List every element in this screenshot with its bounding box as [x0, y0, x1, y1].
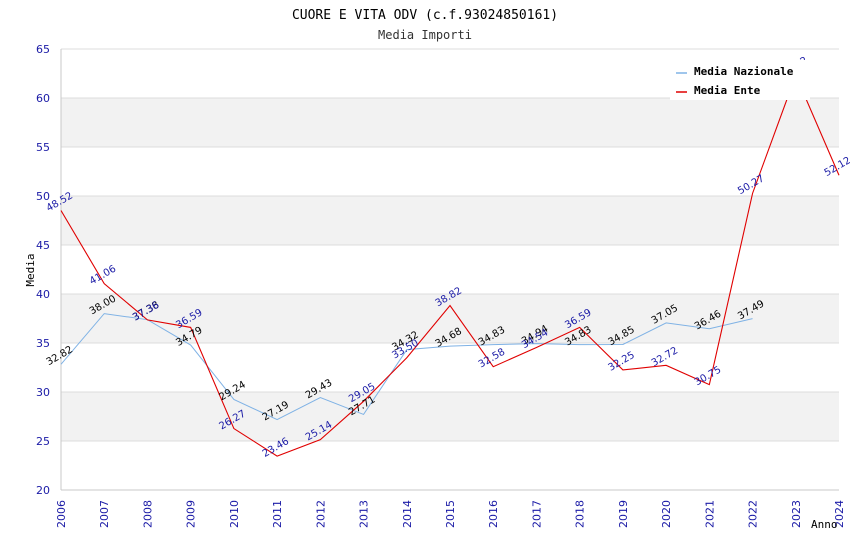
chart-title: CUORE E VITA ODV (c.f.93024850161) — [292, 8, 558, 23]
chart-subtitle: Media Importi — [378, 28, 472, 42]
legend-label-ente: Media Ente — [694, 84, 761, 97]
x-tick-label: 2006 — [55, 500, 68, 528]
y-tick-label: 30 — [36, 386, 50, 399]
x-tick-label: 2015 — [444, 500, 457, 528]
x-tick-label: 2013 — [358, 500, 371, 528]
x-tick-label: 2008 — [141, 500, 154, 528]
x-tick-label: 2023 — [790, 500, 803, 528]
y-tick-label: 35 — [36, 337, 50, 350]
y-tick-label: 40 — [36, 288, 50, 301]
x-tick-label: 2018 — [574, 500, 587, 528]
x-tick-label: 2009 — [185, 500, 198, 528]
x-tick-label: 2014 — [401, 500, 414, 528]
x-tick-label: 2010 — [228, 500, 241, 528]
plot-bands — [61, 98, 839, 441]
series-line-nazionale — [60, 313, 753, 421]
x-axis-label: Anno — [811, 518, 838, 531]
data-label-ente: 41.06 — [88, 264, 118, 288]
x-tick-label: 2016 — [487, 500, 500, 528]
legend-background — [670, 60, 810, 100]
y-tick-label: 60 — [36, 92, 50, 105]
y-tick-label: 45 — [36, 239, 50, 252]
plot-band — [61, 196, 839, 245]
y-tick-label: 25 — [36, 435, 50, 448]
x-tick-labels: 2006 2007 2008 2009 2010 2011 2012 2013 2014 2015… — [55, 500, 846, 528]
plot-band — [61, 392, 839, 441]
series-lines — [60, 73, 840, 457]
y-axis-label: Media — [24, 253, 37, 286]
x-tick-label: 2012 — [314, 500, 327, 528]
x-tick-label: 2024 — [833, 500, 846, 528]
x-tick-label: 2007 — [98, 500, 111, 528]
x-tick-label: 2020 — [660, 500, 673, 528]
data-label-ente: 32.25 — [606, 350, 636, 374]
y-tick-label: 50 — [36, 190, 50, 203]
plot-band — [61, 98, 839, 147]
data-label-ente: 52.12 — [823, 155, 850, 179]
data-label-ente: 50.27 — [736, 173, 766, 197]
x-tick-label: 2022 — [747, 500, 760, 528]
y-tick-labels: 20 25 30 35 40 45 50 55 60 65 — [36, 43, 50, 497]
legend-label-nazionale: Media Nazionale — [694, 65, 794, 78]
x-tick-label: 2011 — [271, 500, 284, 528]
y-tick-label: 65 — [36, 43, 50, 56]
x-tick-label: 2019 — [617, 500, 630, 528]
grid-lines — [61, 48, 839, 491]
x-tick-label: 2017 — [530, 500, 543, 528]
y-tick-label: 20 — [36, 484, 50, 497]
legend: Media Nazionale Media Ente — [670, 60, 810, 100]
series-line-ente — [60, 73, 840, 457]
y-tick-label: 55 — [36, 141, 50, 154]
data-label-ente: 30.75 — [693, 365, 723, 389]
x-tick-label: 2021 — [703, 500, 716, 528]
plot-band — [61, 294, 839, 343]
